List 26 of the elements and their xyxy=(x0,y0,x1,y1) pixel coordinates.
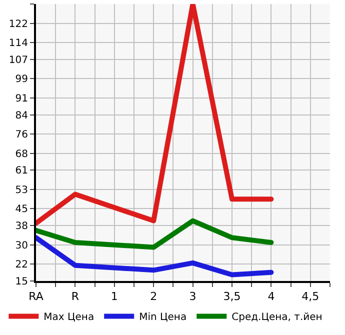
y-tick-label: 114 xyxy=(8,38,28,50)
legend-label: Max Цена xyxy=(44,312,94,324)
y-tick-label: 68 xyxy=(15,148,28,160)
y-tick-label: 61 xyxy=(15,166,28,177)
y-tick-label: 76 xyxy=(15,130,28,141)
x-tick-label: RA xyxy=(28,290,44,304)
x-tick-label: 4,5 xyxy=(302,290,320,304)
y-tick-label: 38 xyxy=(15,221,28,232)
y-tick-label: 15 xyxy=(15,276,28,288)
y-tick-label: 122 xyxy=(8,18,28,30)
y-tick-label: 45 xyxy=(15,204,28,216)
x-tick-label: 3,5 xyxy=(223,290,241,304)
y-tick-label: 84 xyxy=(15,110,28,122)
legend-label: Min Цена xyxy=(139,312,187,324)
y-tick-label: 91 xyxy=(15,93,28,104)
y-tick-label: 53 xyxy=(15,184,28,196)
legend-label: Сред.Цена, т.йен xyxy=(232,312,322,324)
x-tick-label: 4 xyxy=(268,290,275,304)
x-tick-label: 2 xyxy=(150,290,158,304)
y-tick-label: 22 xyxy=(15,260,28,271)
y-tick-label: 99 xyxy=(15,74,28,86)
x-tick-label: 1 xyxy=(110,290,118,304)
y-tick-label: 107 xyxy=(8,54,28,66)
y-tick-label: 30 xyxy=(15,240,28,252)
x-tick-label: R xyxy=(71,290,80,304)
x-tick-label: 3 xyxy=(189,290,196,304)
